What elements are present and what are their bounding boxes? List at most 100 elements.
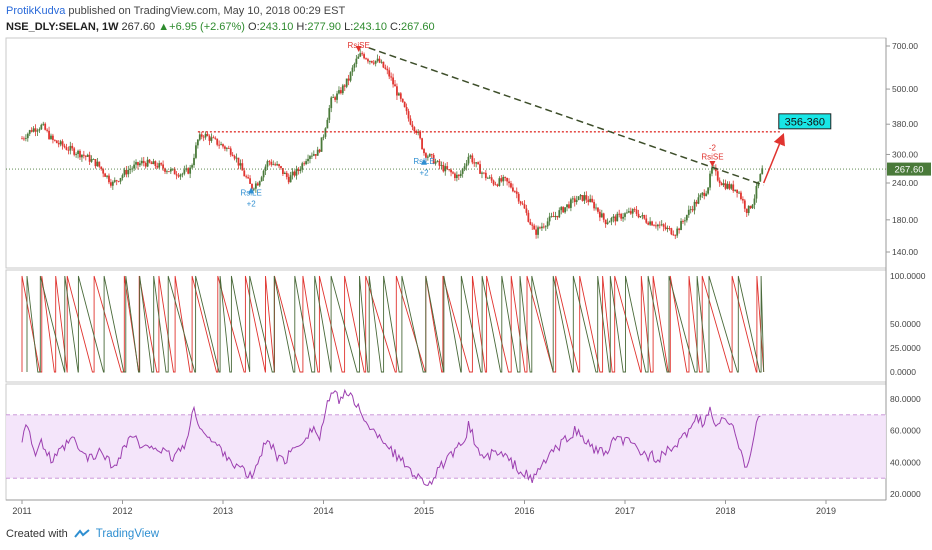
candle-body (668, 228, 671, 229)
candle-body (167, 171, 170, 173)
rsi-tick-label: 40.0000 (890, 457, 921, 467)
candle-body (92, 159, 95, 160)
candle-body (216, 138, 219, 145)
osc-tick-label: 0.0000 (890, 367, 916, 377)
candle-body (560, 207, 563, 211)
candle-body (77, 150, 79, 155)
candle-body (127, 169, 130, 175)
candle-body (658, 224, 661, 226)
osc-tick-label: 100.0000 (890, 271, 926, 281)
candle-body (685, 215, 688, 221)
y-tick-label: 700.00 (892, 41, 918, 51)
candle-body (67, 149, 70, 151)
candle-body (146, 159, 149, 167)
candle-body (166, 171, 168, 173)
candle-body (415, 130, 418, 133)
candle-body (283, 172, 286, 174)
candle-body (264, 166, 267, 171)
candle-body (579, 195, 582, 197)
candle-body (193, 157, 195, 166)
candle-body (469, 155, 472, 157)
candle-body (425, 153, 427, 158)
candle-body (558, 210, 561, 218)
candle-body (587, 199, 590, 203)
candle-body (312, 154, 315, 156)
candle-body (411, 124, 414, 128)
candle-body (40, 124, 43, 130)
candle-body (177, 175, 180, 177)
candle-body (332, 97, 335, 98)
candle-body (533, 225, 536, 230)
projection-arrow (762, 133, 785, 184)
candle-body (183, 169, 186, 174)
candle-body (253, 188, 255, 190)
candle-body (656, 224, 659, 227)
candle-body (620, 213, 623, 219)
candle-body (724, 183, 727, 189)
candle-body (32, 128, 35, 132)
candle-body (535, 229, 537, 235)
candle-body (254, 183, 257, 189)
candle-body (653, 225, 655, 227)
candle-body (316, 149, 319, 156)
candle-body (471, 155, 474, 163)
candle-body (461, 168, 464, 174)
candle-body (718, 180, 721, 184)
candle-body (714, 167, 717, 172)
candle-body (309, 156, 311, 159)
target-box-rect (778, 113, 832, 130)
target-label-box[interactable]: 356-360 (778, 113, 832, 130)
candle-body (65, 147, 68, 150)
candle-body (270, 161, 273, 165)
candle-body (359, 53, 362, 57)
candle-body (53, 139, 56, 141)
published-text: published on TradingView.com, May 10, 20… (68, 5, 346, 17)
candle-body (69, 145, 72, 151)
tradingview-brand-link[interactable]: TradingView (95, 528, 160, 540)
candle-body (496, 184, 499, 186)
candle-body (365, 58, 367, 60)
candle-body (423, 149, 425, 154)
candle-body (732, 184, 735, 191)
rsi-tick-label: 60.0000 (890, 426, 921, 436)
candle-body (513, 191, 516, 193)
candle-body (349, 72, 352, 81)
candle-body (322, 136, 325, 138)
candle-body (627, 211, 630, 213)
candle-body (608, 221, 611, 223)
candle-body (504, 176, 507, 178)
candle-body (581, 195, 584, 201)
last-price-tag-rect (887, 162, 931, 176)
candle-body (125, 169, 128, 175)
candle-body (573, 198, 576, 203)
candle-body (187, 168, 190, 174)
candle-body (741, 199, 744, 201)
candle-body (448, 169, 451, 171)
candle-body (50, 135, 52, 139)
candle-body (239, 163, 242, 166)
candle-body (100, 166, 103, 170)
candle-body (229, 148, 232, 155)
candle-body (446, 166, 449, 170)
candle-body (374, 60, 377, 64)
candle-body (293, 171, 296, 176)
candle-body (622, 216, 624, 219)
candle-body (326, 119, 329, 129)
candle-body (119, 178, 122, 182)
buy-arrow-icon (421, 158, 427, 165)
candle-body (637, 213, 640, 218)
candle-body (222, 144, 224, 147)
author-link[interactable]: ProtikKudva (6, 5, 66, 17)
candle-body (455, 174, 458, 179)
candle-body (135, 162, 137, 165)
y-tick-label: 300.00 (892, 149, 918, 159)
symbol-label[interactable]: NSE_DLY:SELAN, 1W (6, 21, 119, 33)
candle-body (173, 168, 176, 175)
candle-body (48, 130, 50, 139)
last-price: 267.60 (121, 21, 156, 33)
candle-body (477, 162, 480, 165)
candle-body (755, 186, 758, 199)
candle-body (633, 209, 636, 210)
candle-body (55, 140, 58, 144)
